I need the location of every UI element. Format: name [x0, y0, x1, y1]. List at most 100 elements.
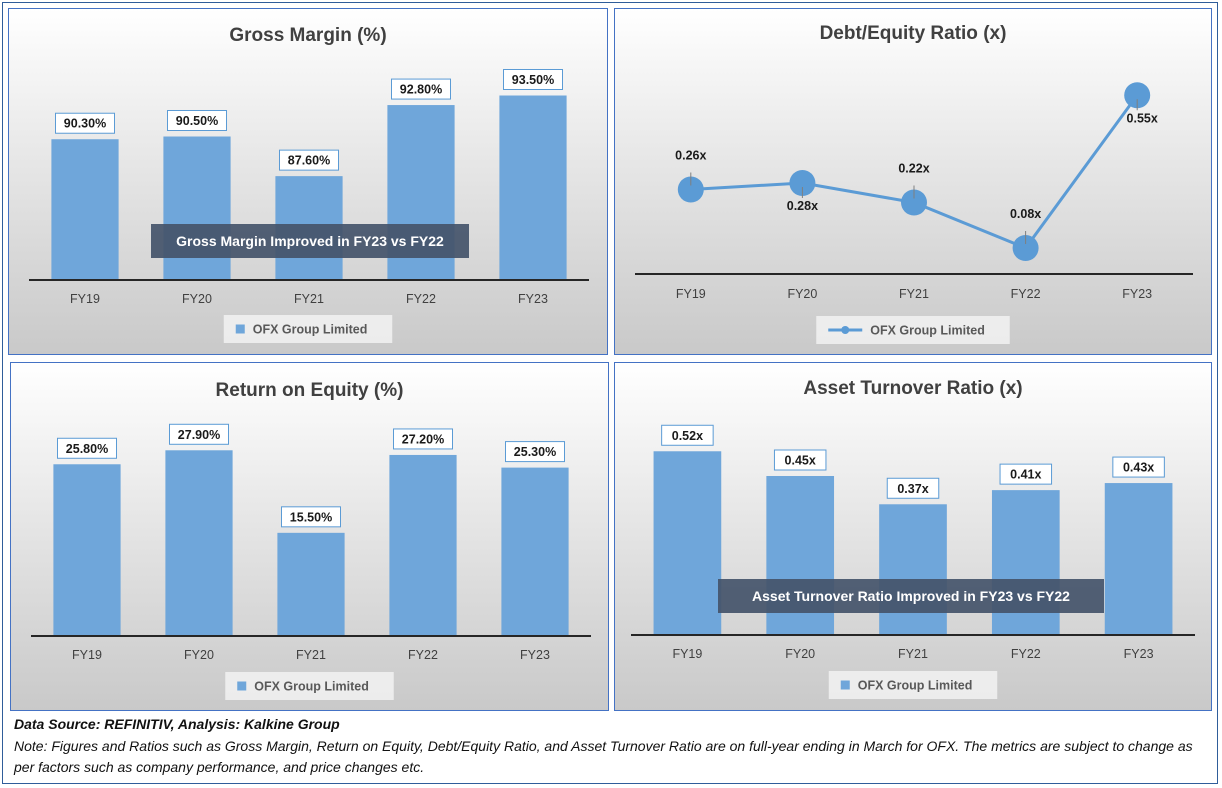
- chart-title: Debt/Equity Ratio (x): [820, 23, 1007, 44]
- chart-title: Return on Equity (%): [216, 380, 404, 401]
- chart-title: Asset Turnover Ratio (x): [803, 378, 1022, 399]
- x-tick-label: FY22: [1011, 287, 1041, 301]
- gross-margin-svg: Gross Margin (%) 90.30% 90.50% 87.60% 92.80%…: [29, 25, 589, 343]
- bar-fy22: [991, 490, 1060, 635]
- data-label-box: [999, 463, 1053, 485]
- data-label-box: [886, 477, 940, 499]
- point-fy21: [901, 189, 927, 216]
- bar-fy23: [499, 95, 567, 280]
- data-label: 0.55x: [1127, 111, 1158, 125]
- bar-fy19: [53, 464, 121, 636]
- data-label: 25.80%: [66, 442, 108, 456]
- data-label: 0.41x: [1010, 468, 1041, 482]
- roe-chart-panel: Return on Equity (%) 25.80% 27.90% 15.50% 27…: [10, 362, 609, 711]
- data-label: 0.37x: [897, 482, 928, 496]
- point-fy19: [677, 176, 704, 203]
- legend-box: [223, 315, 393, 343]
- legend-box: [225, 672, 394, 700]
- data-label-box: [393, 428, 453, 450]
- point-fy20: [789, 170, 816, 196]
- legend-swatch: [840, 680, 850, 690]
- data-label-box: [279, 149, 339, 171]
- data-label: 0.43x: [1123, 461, 1154, 475]
- gross-margin-chart-panel: Gross Margin (%) 90.30% 90.50% 87.60% 92.80%…: [8, 8, 608, 355]
- bar-fy20: [165, 450, 233, 636]
- x-tick-label: FY21: [898, 647, 928, 661]
- x-tick-label: FY20: [184, 648, 214, 662]
- bar-fy22: [389, 454, 457, 636]
- x-tick-label: FY19: [70, 292, 100, 306]
- legend-label: OFX Group Limited: [858, 679, 973, 693]
- legend-label: OFX Group Limited: [253, 323, 368, 337]
- data-label: 90.50%: [176, 114, 218, 128]
- bar-fy19: [653, 451, 722, 635]
- data-label-box: [773, 449, 827, 471]
- legend-swatch: [237, 681, 247, 691]
- bar-fy21: [879, 504, 947, 635]
- asset-turnover-svg: Asset Turnover Ratio (x) 0.52x 0.45x 0.37x 0…: [631, 378, 1195, 699]
- roe-svg: Return on Equity (%) 25.80% 27.90% 15.50% 27…: [31, 380, 591, 700]
- data-label: 0.26x: [675, 149, 706, 163]
- data-label: 27.90%: [178, 428, 220, 442]
- note-text: Note: Figures and Ratios such as Gross M…: [14, 737, 1193, 776]
- data-label-box: [57, 437, 117, 459]
- data-label-box: [1112, 456, 1165, 478]
- data-label: 15.50%: [290, 510, 332, 524]
- data-label: 90.30%: [64, 117, 106, 131]
- x-tick-label: FY20: [787, 287, 817, 301]
- annotation-text: Asset Turnover Ratio Improved in FY23 vs…: [752, 588, 1070, 604]
- x-tick-label: FY22: [408, 648, 438, 662]
- legend-marker: [841, 326, 850, 334]
- x-tick-label: FY22: [1011, 647, 1041, 661]
- data-label-box: [55, 112, 115, 134]
- bar-fy21: [277, 532, 345, 636]
- asset-turnover-chart-panel: Asset Turnover Ratio (x) 0.52x 0.45x 0.37x 0…: [614, 362, 1212, 711]
- data-label-box: [167, 110, 227, 131]
- x-tick-label: FY23: [1124, 647, 1154, 661]
- x-tick-label: FY23: [520, 648, 550, 662]
- x-tick-label: FY20: [785, 647, 815, 661]
- data-label-box: [391, 78, 451, 100]
- x-tick-label: FY21: [899, 287, 929, 301]
- x-tick-label: FY23: [518, 292, 548, 306]
- bar-fy23: [501, 467, 569, 636]
- data-label: 0.28x: [787, 199, 818, 213]
- x-tick-label: FY21: [296, 648, 326, 662]
- bar-fy23: [1104, 483, 1173, 635]
- bar-fy19: [51, 139, 119, 280]
- footer: Data Source: REFINITIV, Analysis: Kalkin…: [14, 714, 1214, 779]
- debt-equity-svg: Debt/Equity Ratio (x) 0.26x 0.28x 0.22x 0.08…: [635, 23, 1193, 344]
- data-label-box: [503, 69, 563, 90]
- point-fy22: [1012, 235, 1039, 261]
- point-fy23: [1124, 82, 1151, 109]
- legend-label: OFX Group Limited: [870, 324, 985, 338]
- x-tick-label: FY23: [1122, 287, 1152, 301]
- x-tick-label: FY22: [406, 292, 436, 306]
- legend-label: OFX Group Limited: [254, 680, 369, 694]
- legend-box: [828, 671, 998, 699]
- x-tick-label: FY19: [676, 287, 706, 301]
- x-tick-label: FY19: [672, 647, 702, 661]
- legend-swatch: [235, 324, 245, 334]
- data-label: 0.22x: [898, 162, 929, 176]
- x-tick-label: FY21: [294, 292, 324, 306]
- data-label: 0.08x: [1010, 207, 1041, 221]
- data-label: 92.80%: [400, 83, 442, 97]
- data-label: 27.20%: [402, 432, 444, 446]
- data-label-box: [505, 441, 565, 463]
- chart-title: Gross Margin (%): [229, 25, 386, 46]
- x-tick-label: FY19: [72, 648, 102, 662]
- debt-equity-chart-panel: Debt/Equity Ratio (x) 0.26x 0.28x 0.22x 0.08…: [614, 8, 1212, 355]
- data-label: 87.60%: [288, 154, 330, 168]
- data-label-box: [281, 506, 341, 528]
- annotation-text: Gross Margin Improved in FY23 vs FY22: [176, 233, 444, 249]
- data-label: 25.30%: [514, 445, 556, 459]
- data-source-text: Data Source: REFINITIV, Analysis: Kalkin…: [14, 716, 340, 732]
- data-label: 0.52x: [672, 429, 703, 443]
- x-tick-label: FY20: [182, 292, 212, 306]
- annotation-box: [151, 224, 469, 258]
- data-label: 93.50%: [512, 73, 554, 87]
- data-label-box: [169, 423, 229, 445]
- data-label: 0.45x: [785, 454, 816, 468]
